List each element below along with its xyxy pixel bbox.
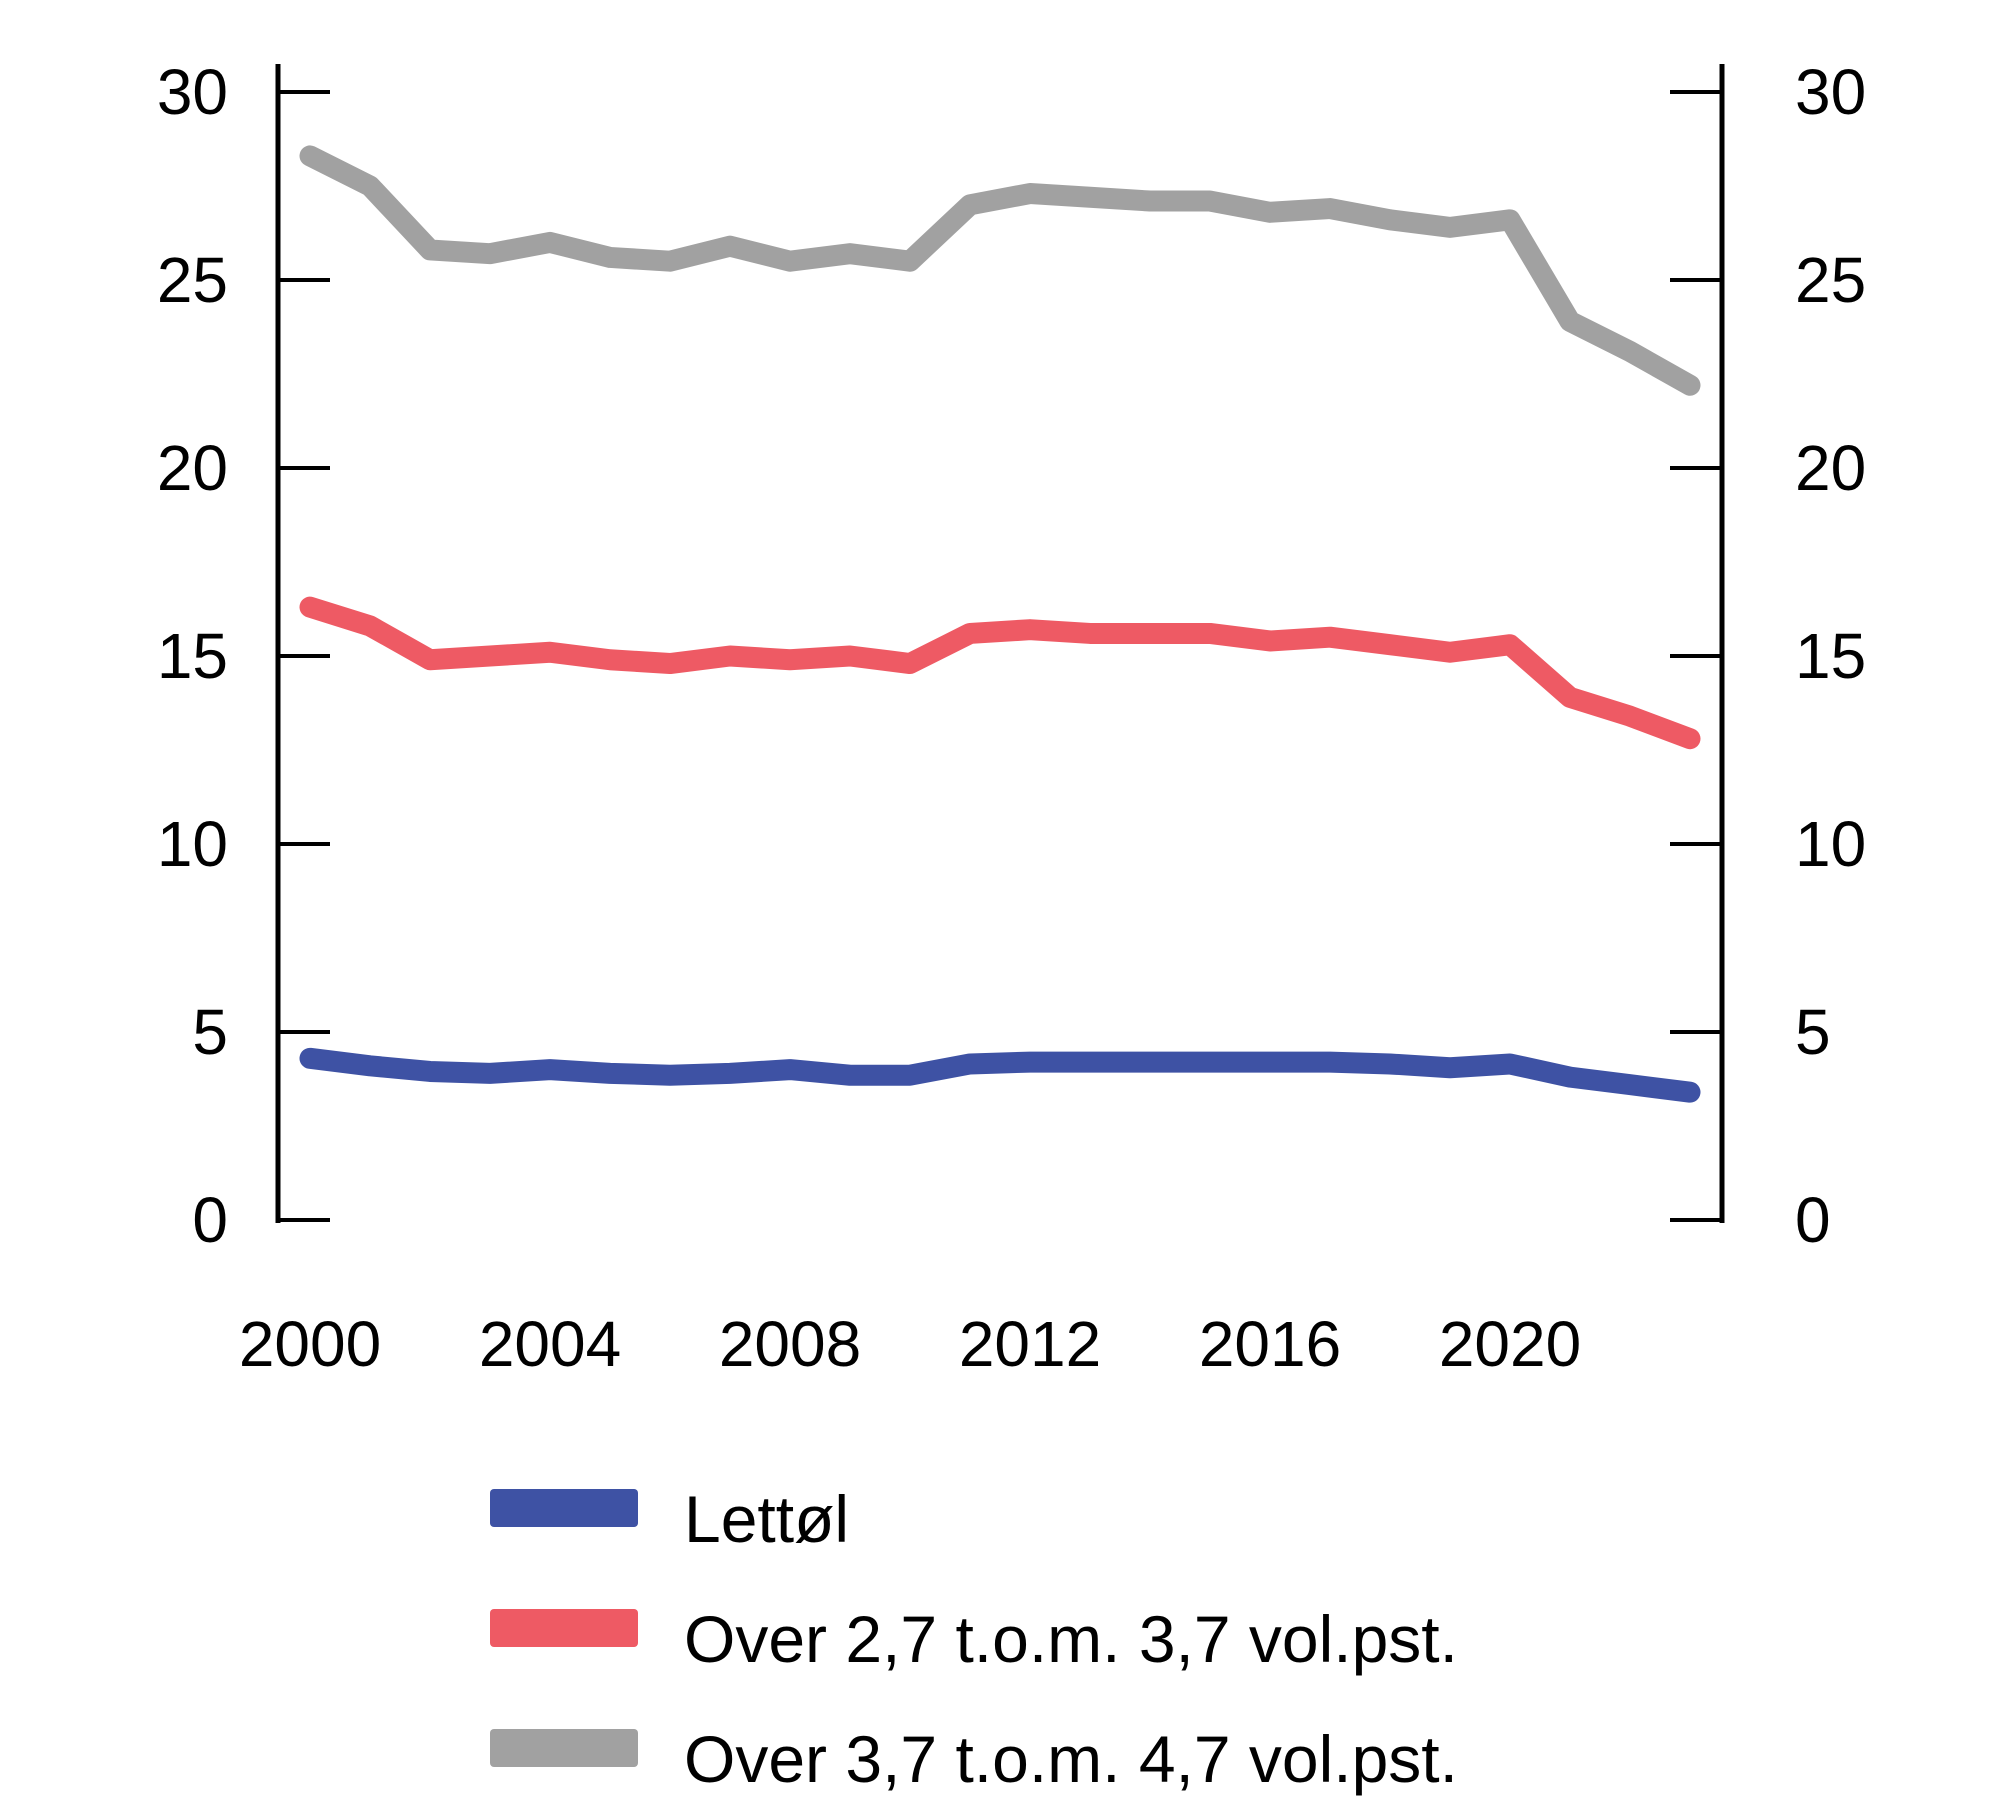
y-tick-label-right: 20 bbox=[1795, 432, 1867, 504]
legend-label: Lettøl bbox=[684, 1482, 850, 1556]
y-tick-label-left: 10 bbox=[156, 808, 228, 880]
series-line-1 bbox=[299, 596, 1701, 750]
x-tick-label: 2016 bbox=[1198, 1308, 1342, 1380]
y-tick-label-left: 0 bbox=[192, 1184, 228, 1256]
x-tick-label: 2012 bbox=[958, 1308, 1102, 1380]
legend-item: Lettøl bbox=[0, 1483, 2000, 1555]
legend-label: Over 3,7 t.o.m. 4,7 vol.pst. bbox=[684, 1722, 1458, 1796]
legend-swatch bbox=[490, 1609, 638, 1647]
y-tick-label-right: 30 bbox=[1795, 56, 1867, 128]
y-tick-label-right: 10 bbox=[1795, 808, 1867, 880]
series-line-0 bbox=[299, 1047, 1701, 1103]
y-tick-label-left: 20 bbox=[156, 432, 228, 504]
y-tick-label-left: 30 bbox=[156, 56, 228, 128]
y-tick-label-left: 15 bbox=[156, 620, 228, 692]
y-tick-label-right: 25 bbox=[1795, 244, 1867, 316]
x-tick-label: 2004 bbox=[478, 1308, 622, 1380]
legend-item: Over 3,7 t.o.m. 4,7 vol.pst. bbox=[0, 1723, 2000, 1795]
x-tick-label: 2020 bbox=[1438, 1308, 1582, 1380]
y-tick-label-left: 25 bbox=[156, 244, 228, 316]
y-tick-label-right: 15 bbox=[1795, 620, 1867, 692]
series-line-2 bbox=[299, 145, 1701, 396]
x-tick-label: 2008 bbox=[718, 1308, 862, 1380]
y-tick-label-left: 5 bbox=[192, 996, 228, 1068]
legend-swatch bbox=[490, 1489, 638, 1527]
y-tick-label-right: 0 bbox=[1795, 1184, 1831, 1256]
legend-swatch bbox=[490, 1729, 638, 1767]
y-tick-label-right: 5 bbox=[1795, 996, 1831, 1068]
legend-item: Over 2,7 t.o.m. 3,7 vol.pst. bbox=[0, 1603, 2000, 1675]
x-tick-label: 2000 bbox=[238, 1308, 382, 1380]
legend-label: Over 2,7 t.o.m. 3,7 vol.pst. bbox=[684, 1602, 1458, 1676]
